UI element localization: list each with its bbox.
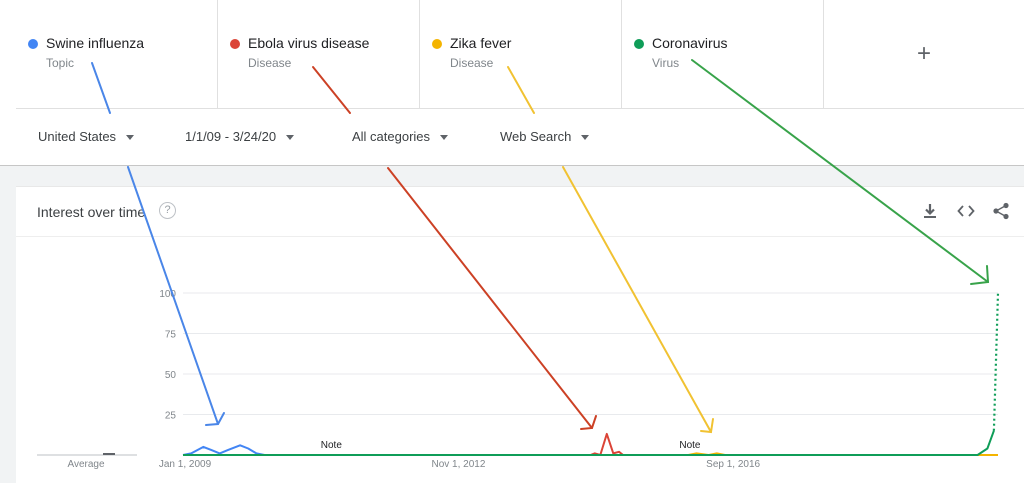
- term-zika-fever[interactable]: Zika fever Disease: [420, 0, 622, 108]
- annotation-arrow-tail: [507, 66, 535, 114]
- y-tick-label: 25: [165, 411, 177, 422]
- add-comparison-button[interactable]: +: [916, 40, 931, 67]
- series-color-dot: [230, 39, 240, 49]
- series-color-dot: [634, 39, 644, 49]
- explore-header: Swine influenza Topic Ebola virus diseas…: [0, 0, 1024, 166]
- average-label: Average: [67, 459, 105, 470]
- region-dropdown[interactable]: United States: [38, 129, 135, 144]
- help-icon[interactable]: ?: [159, 202, 176, 219]
- annotation-arrowhead: [970, 265, 990, 285]
- annotation-arrow: [127, 166, 219, 425]
- annotation-arrow: [691, 59, 989, 283]
- dropdown-arrow-icon: [126, 135, 135, 141]
- y-tick-label: 50: [165, 370, 177, 381]
- series-partial-line-3: [992, 292, 1000, 431]
- series-color-dot: [432, 39, 442, 49]
- term-type: Disease: [450, 56, 494, 70]
- series-line-1: [183, 432, 998, 456]
- x-tick-label: Sep 1, 2016: [706, 459, 760, 470]
- region-label: United States: [38, 129, 117, 144]
- annotation-arrowhead: [580, 415, 597, 430]
- note-marker: Note: [321, 440, 343, 451]
- interest-over-time-card: Interest over time ?: [16, 186, 1024, 483]
- dropdown-arrow-icon: [440, 135, 449, 141]
- term-name: Coronavirus: [652, 35, 728, 51]
- annotation-arrow-tail: [312, 66, 351, 114]
- date-range-dropdown[interactable]: 1/1/09 - 3/24/20: [185, 129, 295, 144]
- card-title: Interest over time: [37, 204, 146, 220]
- term-type: Disease: [248, 56, 292, 70]
- series-line-0: [182, 444, 998, 456]
- series-line-3: [183, 430, 995, 456]
- date-range-label: 1/1/09 - 3/24/20: [185, 129, 277, 144]
- y-tick-label: 100: [159, 289, 176, 300]
- annotation-arrow-tail: [91, 62, 111, 114]
- x-tick-label: Jan 1, 2009: [159, 459, 212, 470]
- card-header: Interest over time ?: [16, 187, 1024, 237]
- category-label: All categories: [352, 129, 431, 144]
- search-type-dropdown[interactable]: Web Search: [500, 129, 590, 144]
- term-name: Zika fever: [450, 35, 512, 51]
- annotation-arrowhead: [700, 418, 714, 434]
- download-icon[interactable]: [920, 201, 940, 221]
- share-icon[interactable]: [991, 201, 1011, 221]
- term-type: Topic: [46, 56, 75, 70]
- series-color-dot: [28, 39, 38, 49]
- dropdown-arrow-icon: [286, 135, 295, 141]
- term-name: Swine influenza: [46, 35, 145, 51]
- category-dropdown[interactable]: All categories: [352, 129, 449, 144]
- comparison-terms: Swine influenza Topic Ebola virus diseas…: [16, 0, 1024, 108]
- dropdown-arrow-icon: [581, 135, 590, 141]
- search-type-label: Web Search: [500, 129, 572, 144]
- annotation-arrowhead: [205, 412, 225, 426]
- embed-icon[interactable]: [956, 201, 976, 221]
- term-type: Virus: [652, 56, 680, 70]
- term-ebola-virus-disease[interactable]: Ebola virus disease Disease: [218, 0, 420, 108]
- filter-bar: United States 1/1/09 - 3/24/20 All categ…: [16, 108, 1024, 165]
- y-tick-label: 75: [165, 330, 177, 341]
- annotation-arrow: [387, 167, 593, 429]
- term-swine-influenza[interactable]: Swine influenza Topic: [16, 0, 218, 108]
- annotation-arrow: [562, 166, 712, 433]
- note-marker: Note: [679, 440, 701, 451]
- average-bar: [103, 453, 115, 455]
- term-coronavirus[interactable]: Coronavirus Virus: [622, 0, 824, 108]
- term-name: Ebola virus disease: [248, 35, 370, 51]
- x-tick-label: Nov 1, 2012: [432, 459, 486, 470]
